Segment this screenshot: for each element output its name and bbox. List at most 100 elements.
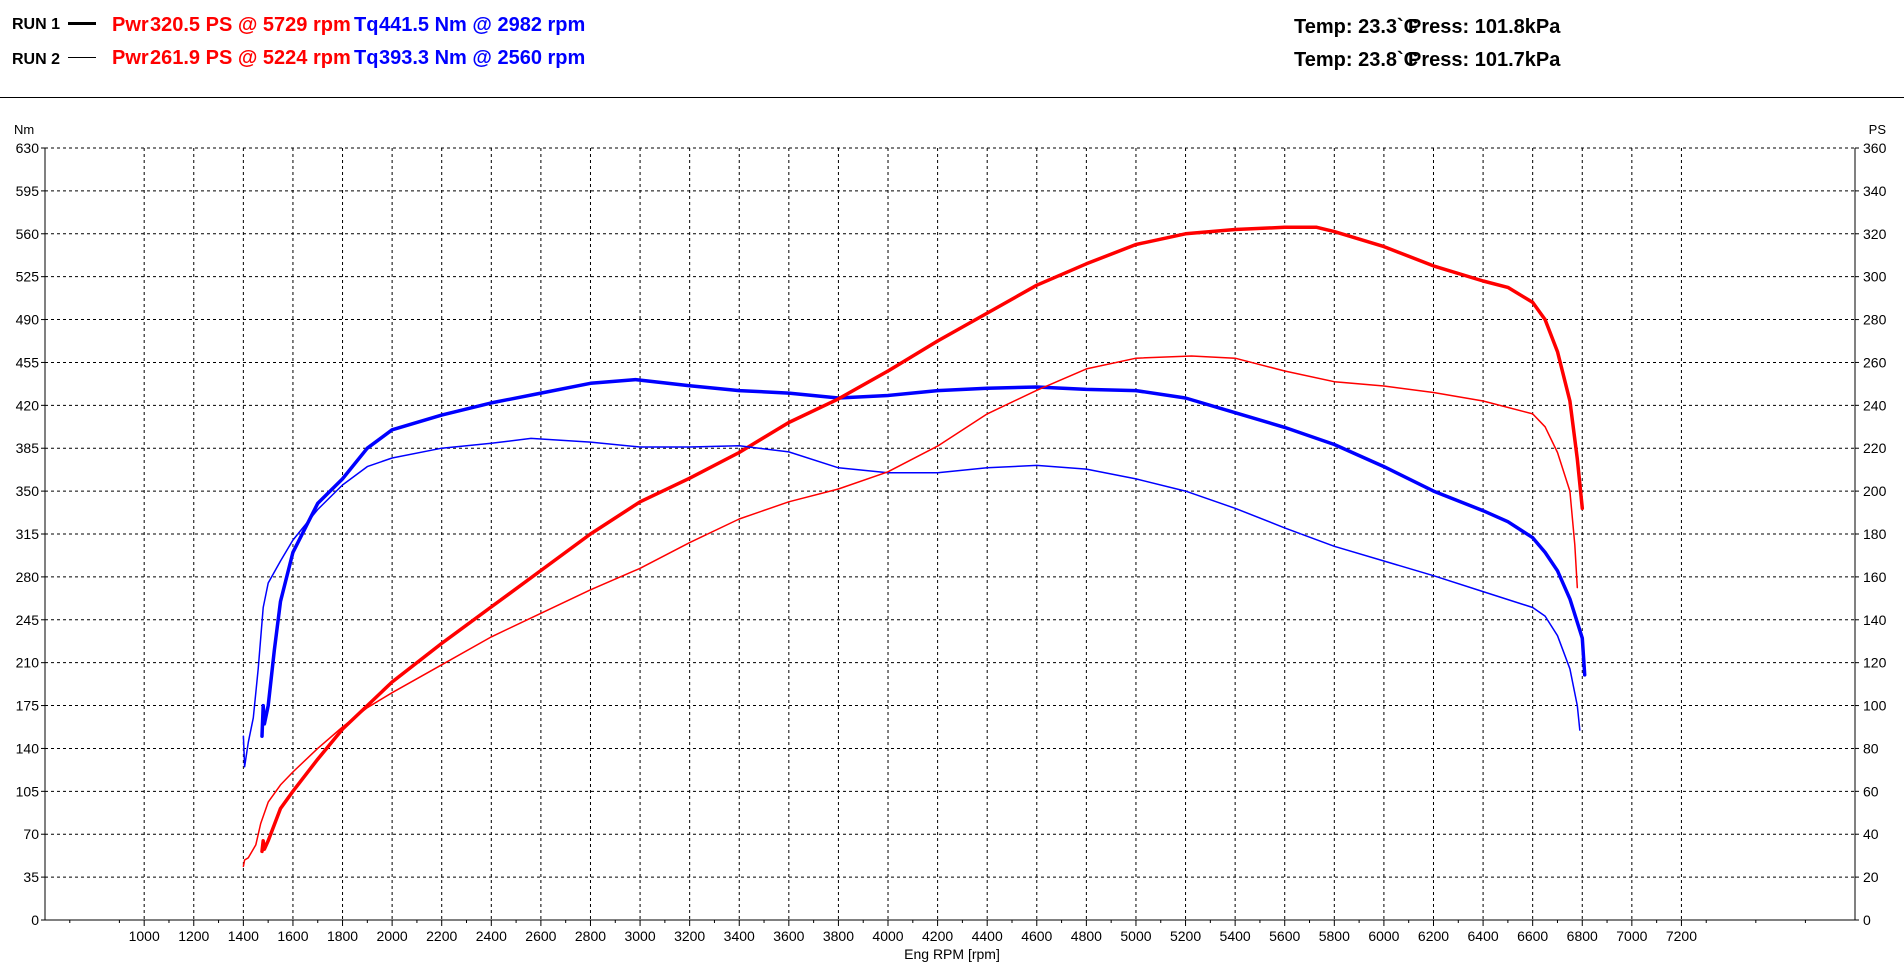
run-1-power-prefix: Pwr	[112, 14, 149, 36]
y-left-tick-label: 455	[16, 354, 40, 370]
run-1-torque-peak: 441.5 Nm @ 2982 rpm	[379, 14, 586, 36]
y-right-tick-label: 140	[1863, 612, 1887, 628]
y-right-tick-label: 260	[1863, 354, 1887, 370]
x-tick-label: 2600	[525, 928, 556, 944]
y-right-tick-label: 320	[1863, 226, 1887, 242]
x-axis-label: Eng RPM [rpm]	[904, 946, 1000, 962]
run-1-power-curve	[260, 225, 1585, 854]
x-tick-label: 1000	[129, 928, 160, 944]
y-left-tick-label: 70	[23, 826, 39, 842]
run-header: RUN 1 Pwr 320.5 PS @ 5729 rpm Tq 441.5 N…	[0, 0, 1904, 98]
y-left-tick-label: 350	[16, 483, 40, 499]
x-tick-label: 1400	[228, 928, 259, 944]
y-left-tick-label: 420	[16, 397, 40, 413]
x-tick-label: 6800	[1567, 928, 1598, 944]
x-tick-label: 7000	[1616, 928, 1647, 944]
x-tick-label: 3600	[773, 928, 804, 944]
run-1-label: RUN 1	[12, 16, 61, 33]
run-1-power-peak: 320.5 PS @ 5729 rpm	[150, 14, 351, 36]
y-left-tick-label: 35	[23, 869, 39, 885]
y-left-tick-label: 245	[16, 612, 40, 628]
y-left-tick-label: 210	[16, 655, 40, 671]
curves	[242, 225, 1587, 868]
run-2-power-peak: 261.9 PS @ 5224 rpm	[150, 47, 351, 69]
y-right-tick-label: 80	[1863, 740, 1879, 756]
x-tick-label: 5600	[1269, 928, 1300, 944]
tick-labels: 1000 1200 1400 1600 1800 2000 2200 2400 2600 2800…	[16, 140, 1887, 944]
y-left-tick-label: 140	[16, 740, 40, 756]
y-right-tick-label: 200	[1863, 483, 1887, 499]
y-right-tick-label: 360	[1863, 140, 1887, 156]
y-right-tick-label: 180	[1863, 526, 1887, 542]
x-tick-label: 2400	[476, 928, 507, 944]
x-tick-label: 4200	[922, 928, 953, 944]
y-right-tick-label: 120	[1863, 655, 1887, 671]
run-1-thick-line-swatch	[68, 22, 96, 25]
x-tick-label: 6400	[1468, 928, 1499, 944]
y-right-tick-label: 40	[1863, 826, 1879, 842]
y-right-tick-label: 240	[1863, 397, 1887, 413]
y-right-tick-label: 160	[1863, 569, 1887, 585]
x-tick-label: 7200	[1666, 928, 1697, 944]
y-right-tick-label: 60	[1863, 783, 1879, 799]
y-left-tick-label: 385	[16, 440, 40, 456]
x-tick-label: 3400	[724, 928, 755, 944]
y-left-tick-label: 490	[16, 312, 40, 328]
y-right-tick-label: 20	[1863, 869, 1879, 885]
run-1-pressure: Press: 101.8kPa	[1408, 16, 1561, 38]
x-tick-label: 5400	[1220, 928, 1251, 944]
x-tick-label: 5800	[1319, 928, 1350, 944]
x-tick-label: 1200	[178, 928, 209, 944]
y-left-tick-label: 315	[16, 526, 40, 542]
grid	[45, 147, 1855, 920]
header-separator	[0, 97, 1904, 98]
y-right-tick-label: 340	[1863, 183, 1887, 199]
y-left-tick-label: 0	[31, 912, 39, 928]
x-tick-label: 1800	[327, 928, 358, 944]
x-tick-label: 2800	[575, 928, 606, 944]
run-2-torque-peak: 393.3 Nm @ 2560 rpm	[379, 47, 586, 69]
run-1-torque-prefix: Tq	[354, 14, 379, 36]
y-right-tick-label: 280	[1863, 312, 1887, 328]
x-tick-label: 1600	[277, 928, 308, 944]
y-left-tick-label: 525	[16, 269, 40, 285]
run-2-temperature: Temp: 23.8`C	[1294, 49, 1419, 71]
x-tick-label: 3200	[674, 928, 705, 944]
y-right-tick-label: 300	[1863, 269, 1887, 285]
y-left-tick-label: 595	[16, 183, 40, 199]
y-axis-label-right: PS	[1869, 122, 1887, 137]
x-tick-label: 4600	[1021, 928, 1052, 944]
run-2-label: RUN 2	[12, 51, 61, 68]
y-left-tick-label: 560	[16, 226, 40, 242]
axes	[41, 147, 1859, 926]
run-2-pressure: Press: 101.7kPa	[1408, 49, 1561, 71]
y-left-tick-label: 280	[16, 569, 40, 585]
run-1-temperature: Temp: 23.3`C	[1294, 16, 1419, 38]
y-left-tick-label: 175	[16, 698, 40, 714]
x-tick-label: 3000	[624, 928, 655, 944]
run-2-torque-curve	[242, 437, 1581, 768]
x-tick-label: 4400	[972, 928, 1003, 944]
x-tick-label: 2200	[426, 928, 457, 944]
x-tick-label: 5200	[1170, 928, 1201, 944]
run-2-thin-line-swatch	[68, 57, 96, 58]
run-1-torque-curve	[260, 377, 1587, 738]
y-left-tick-label: 105	[16, 783, 40, 799]
y-right-tick-label: 0	[1863, 912, 1871, 928]
x-tick-label: 6000	[1368, 928, 1399, 944]
run-2-torque-prefix: Tq	[354, 47, 379, 69]
x-tick-label: 6200	[1418, 928, 1449, 944]
y-left-tick-label: 630	[16, 140, 40, 156]
run-2-power-curve	[242, 355, 1579, 868]
x-tick-label: 3800	[823, 928, 854, 944]
x-tick-label: 5000	[1120, 928, 1151, 944]
y-right-tick-label: 100	[1863, 698, 1887, 714]
x-tick-label: 2000	[377, 928, 408, 944]
x-tick-label: 4800	[1071, 928, 1102, 944]
y-right-tick-label: 220	[1863, 440, 1887, 456]
y-axis-label-left: Nm	[14, 122, 34, 137]
x-tick-label: 4000	[872, 928, 903, 944]
run-2-power-prefix: Pwr	[112, 47, 149, 69]
x-tick-label: 6600	[1517, 928, 1548, 944]
